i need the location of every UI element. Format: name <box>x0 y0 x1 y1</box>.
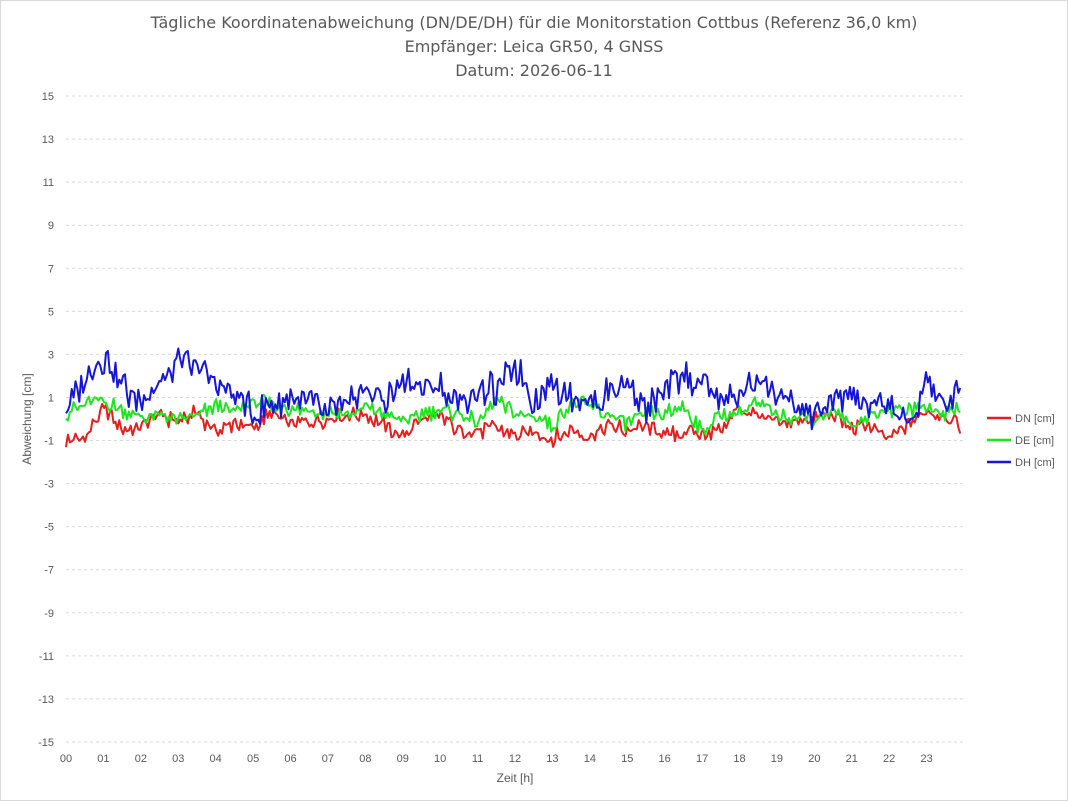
x-tick-label: 18 <box>733 753 745 765</box>
chart-title-line-3: Datum: 2026-06-11 <box>455 61 613 80</box>
y-tick-label: -7 <box>44 565 54 577</box>
x-tick-label: 20 <box>808 753 820 765</box>
series-line-dh <box>65 347 962 431</box>
y-tick-label: -11 <box>39 651 54 663</box>
x-tick-label: 10 <box>434 753 446 765</box>
y-tick-label: 9 <box>48 220 54 232</box>
x-tick-label: 03 <box>172 753 184 765</box>
x-tick-label: 06 <box>284 753 296 765</box>
x-tick-label: 00 <box>60 753 72 765</box>
y-tick-label: -15 <box>38 737 54 749</box>
y-axis-title: Abweichung [cm] <box>20 373 34 464</box>
y-tick-label: 3 <box>48 349 54 361</box>
x-tick-label: 14 <box>584 753 596 765</box>
x-tick-label: 23 <box>920 753 932 765</box>
x-tick-label: 05 <box>247 753 259 765</box>
y-tick-label: -5 <box>44 522 54 534</box>
x-axis-title: Zeit [h] <box>497 771 534 785</box>
x-tick-label: 09 <box>397 753 409 765</box>
y-tick-label: 1 <box>48 392 54 404</box>
y-tick-label: 13 <box>42 134 54 146</box>
x-tick-label: 22 <box>883 753 895 765</box>
chart-title-line-1: Tägliche Koordinatenabweichung (DN/DE/DH… <box>150 13 918 32</box>
x-tick-label: 21 <box>846 753 858 765</box>
x-tick-label: 02 <box>135 753 147 765</box>
x-tick-label: 11 <box>472 753 483 765</box>
x-tick-label: 19 <box>771 753 783 765</box>
x-tick-label: 08 <box>359 753 371 765</box>
legend-label: DH [cm] <box>1015 457 1055 469</box>
y-tick-label: -1 <box>44 436 54 448</box>
y-tick-label: 5 <box>48 306 54 318</box>
y-tick-label: -13 <box>38 694 54 706</box>
x-tick-label: 04 <box>210 753 222 765</box>
legend-label: DE [cm] <box>1015 435 1054 447</box>
y-tick-label: -3 <box>44 479 54 491</box>
chart-title-line-2: Empfänger: Leica GR50, 4 GNSS <box>404 37 664 56</box>
series-line-de <box>65 393 961 435</box>
y-tick-label: -9 <box>44 608 54 620</box>
x-tick-label: 07 <box>322 753 334 765</box>
y-tick-label: 15 <box>42 91 54 103</box>
x-tick-label: 16 <box>659 753 671 765</box>
x-tick-label: 17 <box>696 753 708 765</box>
y-tick-label: 11 <box>43 177 54 189</box>
legend-label: DN [cm] <box>1015 413 1055 425</box>
x-tick-label: 15 <box>621 753 633 765</box>
x-tick-label: 01 <box>97 753 109 765</box>
y-tick-label: 7 <box>48 263 54 275</box>
x-tick-label: 13 <box>546 753 558 765</box>
x-tick-label: 12 <box>509 753 521 765</box>
